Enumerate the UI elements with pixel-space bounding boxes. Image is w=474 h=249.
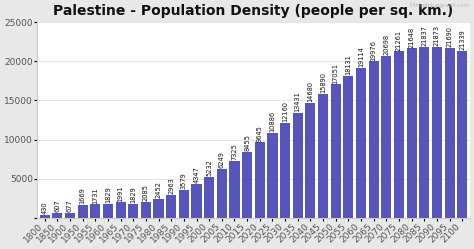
- Text: 1669: 1669: [80, 187, 86, 204]
- Bar: [154, 199, 164, 218]
- Text: 21837: 21837: [421, 25, 427, 46]
- Text: 430: 430: [42, 201, 48, 214]
- Text: 12160: 12160: [282, 101, 288, 122]
- Bar: [103, 204, 113, 218]
- Bar: [356, 68, 366, 218]
- Bar: [52, 213, 63, 218]
- Text: 5232: 5232: [206, 159, 212, 176]
- Bar: [90, 204, 100, 218]
- Text: 10886: 10886: [269, 111, 275, 132]
- Bar: [419, 47, 429, 218]
- Text: 2963: 2963: [168, 177, 174, 194]
- Text: 607: 607: [55, 200, 60, 212]
- Bar: [381, 56, 392, 218]
- Bar: [280, 123, 290, 218]
- Bar: [331, 84, 341, 218]
- Text: 7325: 7325: [231, 143, 237, 160]
- Text: 21873: 21873: [434, 25, 440, 46]
- Bar: [255, 142, 265, 218]
- Text: 6249: 6249: [219, 151, 225, 168]
- Text: 19976: 19976: [371, 40, 377, 61]
- Text: 1731: 1731: [92, 187, 98, 204]
- Text: 9645: 9645: [257, 125, 263, 142]
- Bar: [65, 213, 75, 218]
- Text: 17051: 17051: [333, 63, 339, 84]
- Text: 21690: 21690: [447, 26, 453, 47]
- Text: 21261: 21261: [396, 30, 402, 51]
- Text: 1829: 1829: [105, 186, 111, 203]
- Bar: [457, 51, 467, 218]
- Bar: [242, 152, 252, 218]
- Bar: [394, 51, 404, 218]
- Text: 3579: 3579: [181, 173, 187, 189]
- Text: 4347: 4347: [193, 166, 200, 183]
- Bar: [407, 48, 417, 218]
- Bar: [40, 215, 50, 218]
- Bar: [445, 48, 455, 218]
- Bar: [305, 103, 316, 218]
- Text: 13431: 13431: [295, 91, 301, 112]
- Text: 20698: 20698: [383, 34, 389, 55]
- Text: 14680: 14680: [308, 81, 313, 102]
- Text: 2085: 2085: [143, 184, 149, 201]
- Bar: [116, 202, 126, 218]
- Bar: [267, 133, 277, 218]
- Text: 19114: 19114: [358, 47, 364, 67]
- Text: 8455: 8455: [244, 134, 250, 151]
- Text: 21339: 21339: [459, 29, 465, 50]
- Text: 2452: 2452: [155, 181, 162, 198]
- Bar: [432, 47, 442, 218]
- Bar: [369, 62, 379, 218]
- Text: 677: 677: [67, 199, 73, 212]
- Text: 21648: 21648: [409, 26, 415, 48]
- Title: Palestine - Population Density (people per sq. km.): Palestine - Population Density (people p…: [54, 4, 454, 18]
- Text: 1829: 1829: [130, 186, 136, 203]
- Bar: [179, 190, 189, 218]
- Bar: [141, 202, 151, 218]
- Bar: [204, 177, 214, 218]
- Bar: [191, 184, 201, 218]
- Text: 15890: 15890: [320, 72, 326, 93]
- Bar: [229, 161, 239, 218]
- Bar: [343, 76, 354, 218]
- Text: 1991: 1991: [118, 185, 124, 202]
- Bar: [292, 113, 303, 218]
- Text: ©theglobalgraph.com: ©theglobalgraph.com: [408, 2, 469, 8]
- Bar: [217, 169, 227, 218]
- Bar: [166, 195, 176, 218]
- Bar: [78, 205, 88, 218]
- Bar: [318, 94, 328, 218]
- Bar: [128, 204, 138, 218]
- Text: 18131: 18131: [346, 55, 351, 75]
